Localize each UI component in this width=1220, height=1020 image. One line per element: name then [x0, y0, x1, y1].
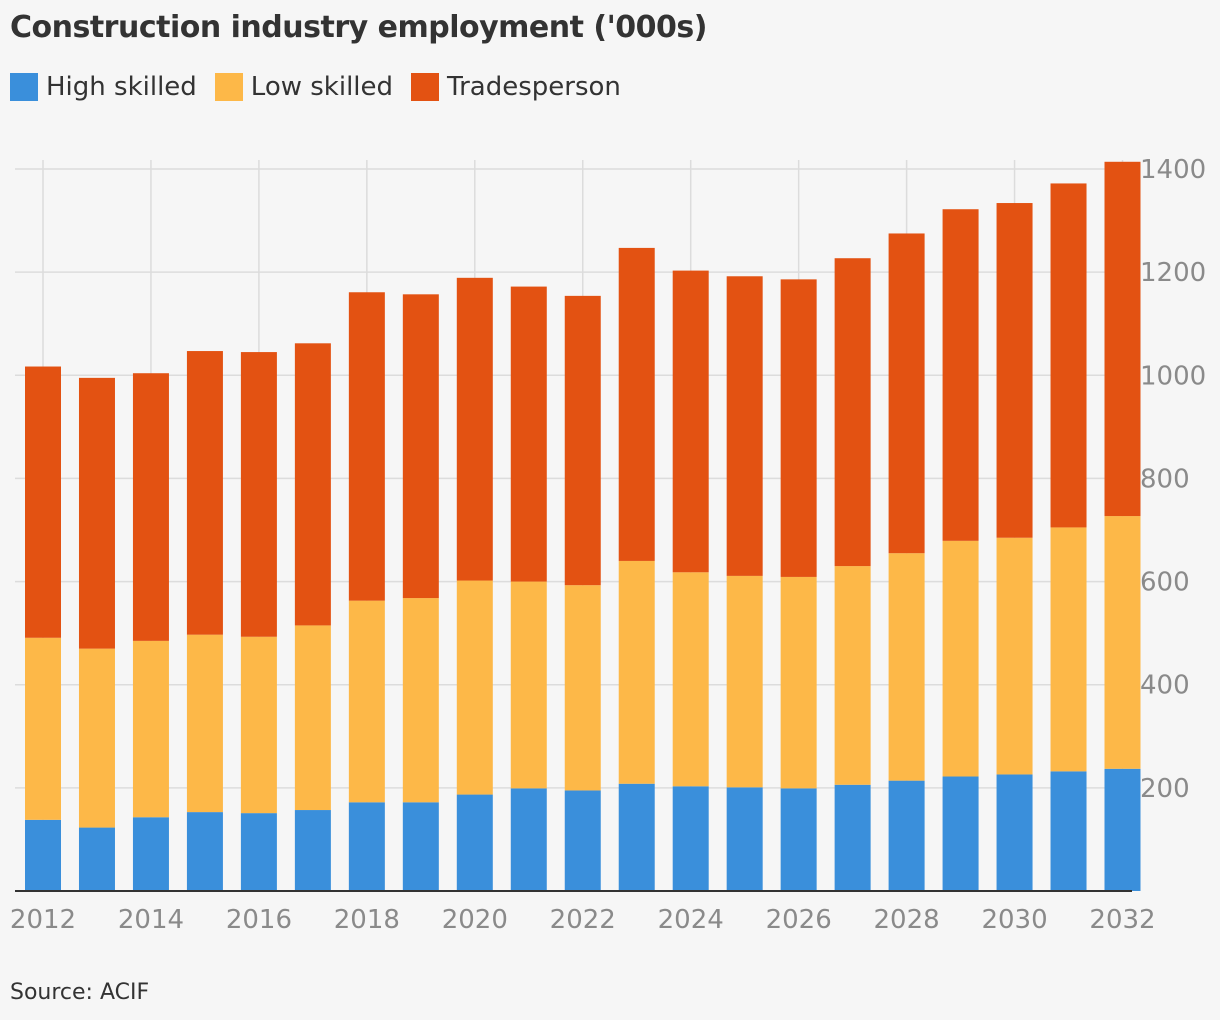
bar-high-skilled-2018: [348, 802, 385, 891]
bar-high-skilled-2014: [132, 817, 169, 891]
bar-tradesperson-2029: [942, 209, 979, 541]
legend-item-tradesperson: Tradesperson: [411, 72, 621, 102]
bar-tradesperson-2023: [618, 247, 655, 561]
x-tick-label-2016: 2016: [226, 905, 292, 935]
bar-low-skilled-2028: [888, 553, 925, 781]
bar-low-skilled-2022: [564, 585, 601, 791]
x-tick-label-2026: 2026: [766, 905, 832, 935]
bar-high-skilled-2024: [672, 786, 709, 891]
legend-label-high-skilled: High skilled: [46, 72, 197, 102]
bar-tradesperson-2022: [564, 295, 601, 586]
bar-high-skilled-2012: [25, 819, 61, 891]
x-tick-label-2014: 2014: [118, 905, 184, 935]
bar-low-skilled-2023: [618, 560, 655, 784]
bar-low-skilled-2020: [456, 580, 493, 795]
bar-high-skilled-2022: [564, 790, 601, 891]
bar-tradesperson-2013: [78, 377, 115, 649]
bar-tradesperson-2019: [402, 294, 439, 599]
bar-tradesperson-2017: [294, 343, 331, 626]
x-tick-label-2012: 2012: [10, 905, 76, 935]
legend-swatch-low-skilled: [214, 73, 243, 101]
legend-label-tradesperson: Tradesperson: [447, 72, 621, 102]
bar-tradesperson-2032: [1104, 161, 1141, 517]
bar-low-skilled-2025: [726, 575, 763, 788]
x-tick-label-2024: 2024: [658, 905, 724, 935]
y-tick-label-1400: 1400: [1140, 155, 1206, 185]
bar-low-skilled-2013: [78, 648, 115, 828]
bar-low-skilled-2029: [942, 540, 979, 777]
bar-high-skilled-2021: [510, 788, 547, 891]
bar-high-skilled-2030: [996, 774, 1033, 891]
bar-tradesperson-2014: [132, 373, 169, 641]
legend-label-low-skilled: Low skilled: [250, 72, 394, 102]
y-tick-label-400: 400: [1140, 671, 1190, 701]
x-tick-label-2020: 2020: [442, 905, 508, 935]
bar-high-skilled-2013: [78, 827, 115, 891]
bar-tradesperson-2015: [186, 351, 223, 635]
bar-low-skilled-2015: [186, 634, 223, 813]
bar-high-skilled-2027: [834, 784, 871, 891]
bar-high-skilled-2019: [402, 802, 439, 891]
legend-swatch-high-skilled: [10, 73, 38, 101]
y-tick-label-1200: 1200: [1140, 258, 1206, 288]
bar-low-skilled-2017: [294, 625, 331, 811]
x-tick-label-2018: 2018: [334, 905, 400, 935]
bar-high-skilled-2023: [618, 783, 655, 891]
bar-tradesperson-2020: [456, 277, 493, 581]
bar-tradesperson-2016: [240, 352, 277, 637]
bar-high-skilled-2031: [1050, 771, 1087, 891]
x-tick-label-2032: 2032: [1089, 905, 1155, 935]
y-tick-label-200: 200: [1140, 774, 1190, 804]
y-tick-label-800: 800: [1140, 464, 1190, 494]
y-tick-label-600: 600: [1140, 568, 1190, 598]
legend: High skilled Low skilled Tradesperson: [10, 72, 639, 102]
x-tick-label-2028: 2028: [874, 905, 940, 935]
chart-title: Construction industry employment ('000s): [10, 10, 707, 45]
x-tick-label-2030: 2030: [981, 905, 1047, 935]
bar-low-skilled-2032: [1104, 516, 1141, 769]
bar-high-skilled-2029: [942, 776, 979, 891]
bar-tradesperson-2028: [888, 233, 925, 554]
legend-item-low-skilled: Low skilled: [214, 72, 394, 102]
bar-tradesperson-2027: [834, 258, 871, 567]
bar-tradesperson-2024: [672, 270, 709, 573]
bar-low-skilled-2016: [240, 636, 277, 814]
bar-low-skilled-2024: [672, 572, 709, 787]
bar-high-skilled-2017: [294, 810, 331, 891]
bar-high-skilled-2032: [1104, 768, 1141, 891]
x-tick-label-2022: 2022: [550, 905, 616, 935]
bar-low-skilled-2019: [402, 598, 439, 803]
bar-low-skilled-2021: [510, 581, 547, 789]
bar-high-skilled-2015: [186, 812, 223, 891]
bar-low-skilled-2014: [132, 640, 169, 818]
bar-tradesperson-2031: [1050, 183, 1087, 528]
bar-tradesperson-2021: [510, 286, 547, 582]
bar-low-skilled-2012: [25, 637, 61, 820]
bar-low-skilled-2030: [996, 537, 1033, 775]
bar-tradesperson-2025: [726, 276, 763, 576]
bar-high-skilled-2020: [456, 794, 493, 891]
bar-low-skilled-2027: [834, 566, 871, 785]
bar-tradesperson-2012: [25, 366, 61, 638]
bar-low-skilled-2026: [780, 576, 817, 789]
bar-high-skilled-2026: [780, 788, 817, 891]
bar-tradesperson-2018: [348, 292, 385, 601]
bar-high-skilled-2028: [888, 780, 925, 891]
bar-low-skilled-2018: [348, 600, 385, 803]
bar-high-skilled-2025: [726, 787, 763, 891]
bar-low-skilled-2031: [1050, 527, 1087, 772]
bar-tradesperson-2026: [780, 279, 817, 577]
y-tick-label-1000: 1000: [1140, 361, 1206, 391]
bar-high-skilled-2016: [240, 813, 277, 891]
legend-swatch-tradesperson: [411, 73, 440, 101]
bar-tradesperson-2030: [996, 203, 1033, 538]
source-note: Source: ACIF: [10, 980, 150, 1005]
legend-item-high-skilled: High skilled: [10, 72, 197, 102]
